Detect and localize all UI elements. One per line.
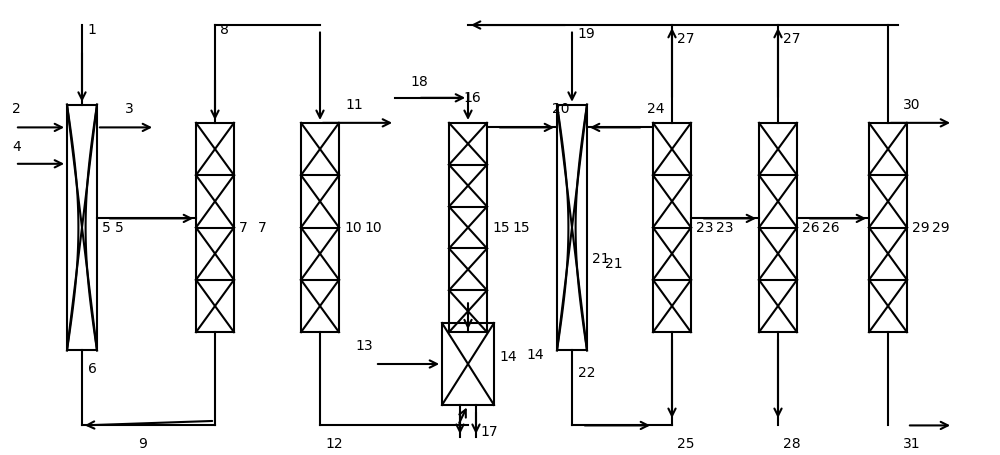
Text: 8: 8: [220, 23, 229, 36]
Text: 20: 20: [552, 102, 569, 116]
Text: 28: 28: [783, 437, 801, 450]
Text: 15: 15: [512, 221, 530, 234]
Bar: [759, 123, 797, 332]
Text: 5: 5: [102, 221, 111, 234]
Text: 7: 7: [258, 221, 267, 234]
Text: 15: 15: [492, 221, 510, 234]
Text: 2: 2: [12, 102, 21, 116]
Text: 22: 22: [578, 366, 596, 380]
Bar: [301, 123, 339, 332]
Text: 31: 31: [903, 437, 921, 450]
Text: 21: 21: [592, 253, 610, 266]
Text: 5: 5: [115, 221, 124, 234]
Bar: [557, 105, 587, 350]
Bar: [449, 123, 487, 332]
Text: 12: 12: [325, 437, 343, 450]
Text: 6: 6: [88, 362, 97, 375]
Text: 14: 14: [499, 350, 517, 364]
Text: 26: 26: [802, 221, 820, 234]
Text: 27: 27: [783, 32, 800, 46]
Bar: [442, 323, 494, 405]
Text: 27: 27: [677, 32, 694, 46]
Text: 21: 21: [605, 257, 623, 271]
Bar: [869, 123, 907, 332]
Text: 23: 23: [696, 221, 714, 234]
Text: 7: 7: [239, 221, 248, 234]
Text: 3: 3: [125, 102, 134, 116]
Text: 19: 19: [577, 27, 595, 41]
Text: 30: 30: [903, 98, 920, 111]
Text: 1: 1: [87, 23, 96, 36]
Text: 4: 4: [12, 140, 21, 153]
Text: 18: 18: [410, 75, 428, 89]
Text: 29: 29: [932, 221, 950, 234]
Text: 9: 9: [138, 437, 147, 450]
Text: 29: 29: [912, 221, 930, 234]
Text: 13: 13: [355, 339, 373, 353]
Bar: [67, 105, 97, 350]
Bar: [653, 123, 691, 332]
Text: 17: 17: [480, 425, 498, 439]
Text: 10: 10: [364, 221, 382, 234]
Text: 11: 11: [345, 98, 363, 111]
Text: 24: 24: [647, 102, 664, 116]
Text: 16: 16: [463, 91, 481, 105]
Text: 26: 26: [822, 221, 840, 234]
Text: 25: 25: [677, 437, 694, 450]
Bar: [196, 123, 234, 332]
Text: 23: 23: [716, 221, 734, 234]
Text: 14: 14: [526, 348, 544, 362]
Text: 10: 10: [344, 221, 362, 234]
